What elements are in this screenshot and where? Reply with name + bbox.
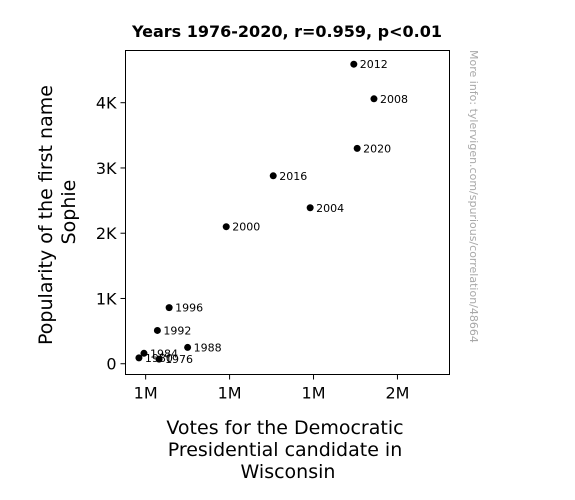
x-tick-label: 2M <box>385 384 409 403</box>
data-point <box>370 95 377 102</box>
y-tick-label: 4K <box>96 94 117 113</box>
data-point <box>223 223 230 230</box>
y-axis-label: Popularity of the first name Sophie <box>35 79 80 345</box>
y-axis-ticks: 0 1K 2K 3K 4K <box>96 94 126 374</box>
y-tick-label: 0 <box>106 355 116 374</box>
x-tick-label: 1M <box>302 384 326 403</box>
x-axis-label: Votes for the Democratic Presidential ca… <box>166 417 409 483</box>
data-point <box>350 61 357 68</box>
y-tick-label: 1K <box>96 289 117 308</box>
data-point-label: 1988 <box>194 341 222 354</box>
y-tick-label: 3K <box>96 159 117 178</box>
data-point-label: 2000 <box>232 221 260 234</box>
x-tick-label: 1M <box>134 384 158 403</box>
data-point-label: 2012 <box>360 58 388 71</box>
data-point-label: 2016 <box>279 170 307 183</box>
data-point <box>154 327 161 334</box>
data-point <box>166 304 173 311</box>
x-axis-ticks: 1M 1M 1M 2M <box>134 375 410 403</box>
data-point-label: 2004 <box>316 202 344 215</box>
y-tick-label: 2K <box>96 224 117 243</box>
y-axis-label-line-1: Popularity of the first name <box>35 85 57 345</box>
x-axis-label-line-1: Votes for the Democratic <box>166 417 403 439</box>
data-point-label: 1984 <box>150 347 178 360</box>
x-tick-label: 1M <box>218 384 242 403</box>
data-point-label: 2020 <box>363 142 391 155</box>
data-point-label: 1996 <box>175 302 203 315</box>
data-point-label: 1992 <box>163 324 191 337</box>
x-axis-label-line-2: Presidential candidate in <box>168 439 403 461</box>
data-point <box>184 344 191 351</box>
data-point <box>307 204 314 211</box>
x-axis-label-line-3: Wisconsin <box>241 461 336 483</box>
data-point <box>354 145 361 152</box>
chart-title: Years 1976-2020, r=0.959, p<0.01 <box>131 22 442 41</box>
data-point-label: 2008 <box>380 93 408 106</box>
y-axis-label-line-2: Sophie <box>58 180 80 245</box>
data-point <box>270 172 277 179</box>
source-watermark: More info: tylervigen.com/spurious/corre… <box>467 50 480 343</box>
